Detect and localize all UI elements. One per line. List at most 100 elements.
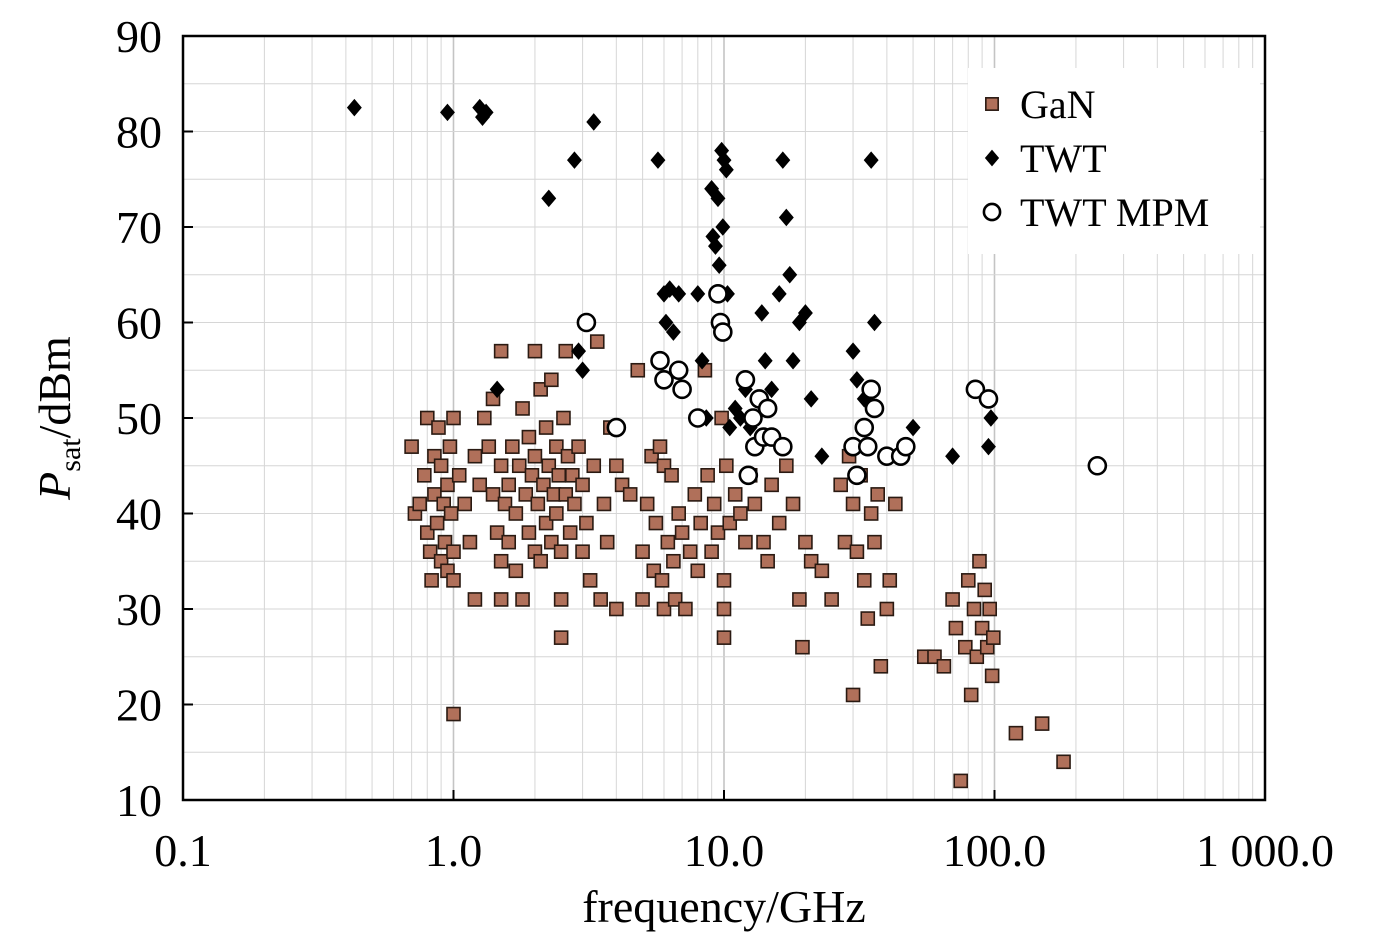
data-point [718, 160, 734, 179]
data-point [652, 439, 668, 454]
data-point [715, 218, 731, 236]
series-twt-mpm [576, 284, 1108, 486]
data-point [682, 544, 698, 560]
data-point [544, 372, 559, 388]
data-point [635, 544, 650, 560]
data-point [609, 601, 624, 617]
series-twt [346, 98, 999, 465]
data-point [575, 361, 591, 380]
data-point [530, 496, 546, 512]
x-axis-title: frequency/GHz [582, 881, 866, 932]
data-point [346, 98, 362, 117]
data-point [586, 113, 602, 131]
data-point [562, 525, 578, 540]
y-tick-label: 60 [116, 298, 162, 349]
data-point [782, 265, 798, 284]
data-point [417, 467, 432, 483]
data-point [440, 477, 455, 493]
data-point [650, 151, 666, 169]
data-point [711, 256, 727, 274]
data-point [467, 592, 483, 607]
data-point [556, 410, 571, 426]
data-point [710, 189, 726, 208]
data-point [606, 417, 627, 438]
data-point [716, 630, 732, 645]
data-point [446, 573, 461, 588]
data-point [489, 380, 505, 399]
data-point [882, 573, 898, 588]
data-point [493, 343, 509, 359]
data-point [678, 601, 693, 617]
data-point [571, 439, 586, 454]
data-point [798, 534, 813, 550]
legend-label: TWT MPM [1020, 190, 1209, 235]
y-tick-label: 20 [116, 680, 162, 731]
data-point [963, 687, 979, 703]
data-point [527, 343, 543, 359]
data-point [549, 506, 564, 521]
legend-marker [984, 149, 1000, 167]
data-point [870, 487, 885, 502]
data-point [538, 420, 554, 435]
data-point [553, 592, 569, 607]
data-point [656, 601, 672, 617]
data-point [424, 573, 439, 588]
data-point [558, 343, 574, 359]
data-point [953, 773, 969, 789]
data-point [501, 477, 517, 493]
x-tick-label: 0.1 [154, 825, 212, 876]
data-point [481, 439, 497, 454]
x-tick-label: 100.0 [943, 825, 1047, 876]
data-point [687, 408, 708, 428]
data-point [706, 496, 722, 512]
data-point [1056, 754, 1071, 770]
data-point [845, 342, 861, 360]
data-point [440, 103, 455, 122]
data-point [700, 467, 715, 483]
data-point [977, 582, 993, 598]
data-point [945, 592, 960, 607]
data-point [431, 420, 446, 435]
data-point [936, 658, 952, 674]
data-point [567, 496, 582, 512]
data-point [533, 553, 548, 569]
data-point [419, 410, 435, 426]
data-point [771, 285, 787, 303]
data-point [719, 458, 734, 474]
data-point [735, 369, 756, 390]
data-point [596, 496, 612, 512]
data-point [527, 448, 543, 464]
data-point [981, 437, 996, 456]
data-point [472, 477, 488, 493]
data-point [639, 496, 655, 512]
data-point [754, 304, 770, 322]
data-point [446, 706, 461, 722]
x-tick-label: 10.0 [684, 825, 765, 876]
data-point [747, 496, 763, 512]
x-tick-label: 1.0 [425, 825, 483, 876]
legend-item: TWT [984, 136, 1107, 181]
data-point [845, 496, 861, 512]
data-point [664, 467, 679, 483]
y-tick-label: 90 [116, 11, 162, 62]
data-point [845, 687, 861, 703]
data-point [867, 313, 882, 332]
data-point [847, 465, 867, 486]
data-point [716, 573, 732, 588]
axis-ticks: 0.1 1.0 10.0 100.0 1 000.0 10 20 30 40 50 60 70 80 90 [116, 11, 1334, 876]
data-point [833, 477, 848, 493]
data-point [972, 553, 987, 569]
data-point [589, 334, 605, 349]
legend-item: TWT MPM [982, 190, 1209, 235]
y-tick-label: 40 [116, 489, 162, 540]
data-point [433, 458, 449, 474]
data-point [1008, 725, 1024, 741]
data-point [785, 496, 801, 512]
data-point [485, 487, 501, 502]
data-point [443, 506, 459, 521]
data-point [760, 553, 775, 569]
data-point [948, 620, 964, 636]
data-point [764, 380, 780, 399]
grid [183, 36, 1265, 800]
